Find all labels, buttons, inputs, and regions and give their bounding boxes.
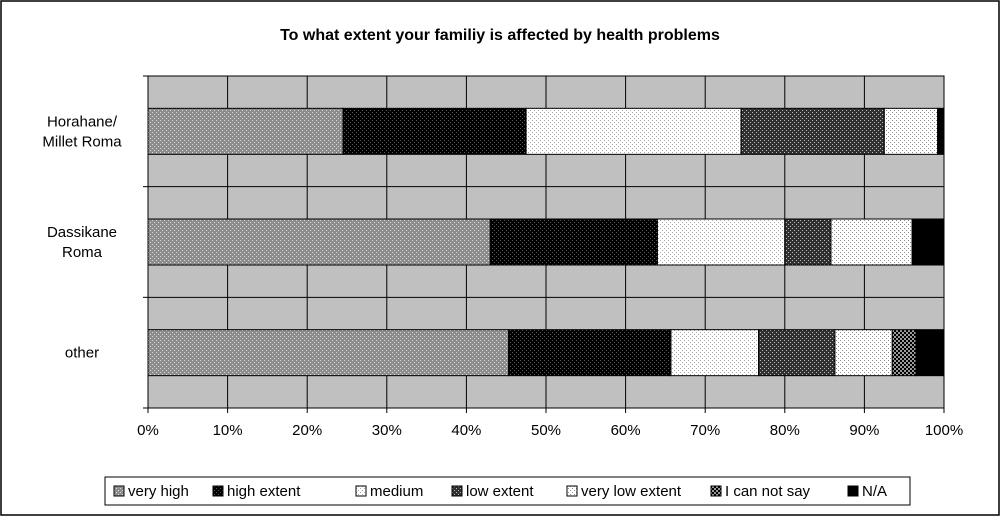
bar-very-high-dassikane-roma — [147, 218, 491, 266]
x-tick-label: 100% — [925, 422, 963, 439]
y-category-label: Millet Roma — [42, 133, 122, 150]
bar-very-low-extent-horahane-millet-roma — [883, 107, 939, 155]
legend-label-n-a: N/A — [862, 483, 887, 500]
bar-medium-horahane-millet-roma — [525, 107, 742, 155]
x-tick-label: 70% — [690, 422, 720, 439]
x-tick-label: 10% — [213, 422, 243, 439]
x-tick-label: 50% — [531, 422, 561, 439]
legend-label-i-can-not-say: I can not say — [725, 483, 811, 500]
bar-n-a-dassikane-roma — [911, 218, 945, 266]
x-tick-label: 90% — [849, 422, 879, 439]
bar-very-low-extent-dassikane-roma — [830, 218, 913, 266]
bar-low-extent-horahane-millet-roma — [740, 107, 885, 155]
legend-box — [104, 476, 911, 506]
x-tick-label: 60% — [611, 422, 641, 439]
legend-label-medium: medium — [370, 483, 423, 500]
x-tick-label: 20% — [292, 422, 322, 439]
bar-very-high-other — [147, 329, 510, 377]
y-category-label: Horahane/ — [47, 113, 118, 130]
y-category-label: other — [65, 345, 99, 362]
legend-swatch-n-a — [847, 485, 859, 497]
bar-low-extent-other — [758, 329, 836, 377]
legend-swatch-low-extent — [451, 485, 463, 497]
chart-title: To what extent your familiy is affected … — [280, 27, 720, 44]
x-tick-label: 80% — [770, 422, 800, 439]
x-tick-label: 40% — [451, 422, 481, 439]
legend-swatch-very-low-extent — [566, 485, 578, 497]
legend-swatch-medium — [355, 485, 367, 497]
x-tick-label: 0% — [137, 422, 159, 439]
legend-swatch-i-can-not-say — [710, 485, 722, 497]
y-category-label: Dassikane — [47, 224, 117, 241]
bar-n-a-horahane-millet-roma — [937, 107, 945, 155]
legend: very high high extent medium low extent very… — [104, 476, 911, 506]
bar-high-extent-dassikane-roma — [489, 218, 658, 266]
bar-very-high-horahane-millet-roma — [147, 107, 344, 155]
bar-n-a-other — [915, 329, 945, 377]
plot-area: 0% 10% 20% 30% 40% 50% 60% 70% 80% 90% 100% Horahan… — [42, 75, 963, 439]
legend-label-low-extent: low extent — [466, 483, 534, 500]
plot-border — [147, 75, 945, 409]
bar-medium-other — [670, 329, 760, 377]
y-category-label: Roma — [62, 244, 103, 261]
bar-i-can-not-say-other — [891, 329, 917, 377]
x-tick-label: 30% — [372, 422, 402, 439]
bar-high-extent-other — [508, 329, 672, 377]
bar-medium-dassikane-roma — [656, 218, 786, 266]
legend-label-very-low-extent: very low extent — [581, 483, 682, 500]
legend-swatch-high-extent — [212, 485, 224, 497]
bar-very-low-extent-other — [834, 329, 893, 377]
bar-low-extent-dassikane-roma — [784, 218, 832, 266]
bar-high-extent-horahane-millet-roma — [342, 107, 527, 155]
legend-label-very-high: very high — [128, 483, 189, 500]
legend-swatch-very-high — [113, 485, 125, 497]
legend-label-high-extent: high extent — [227, 483, 301, 500]
